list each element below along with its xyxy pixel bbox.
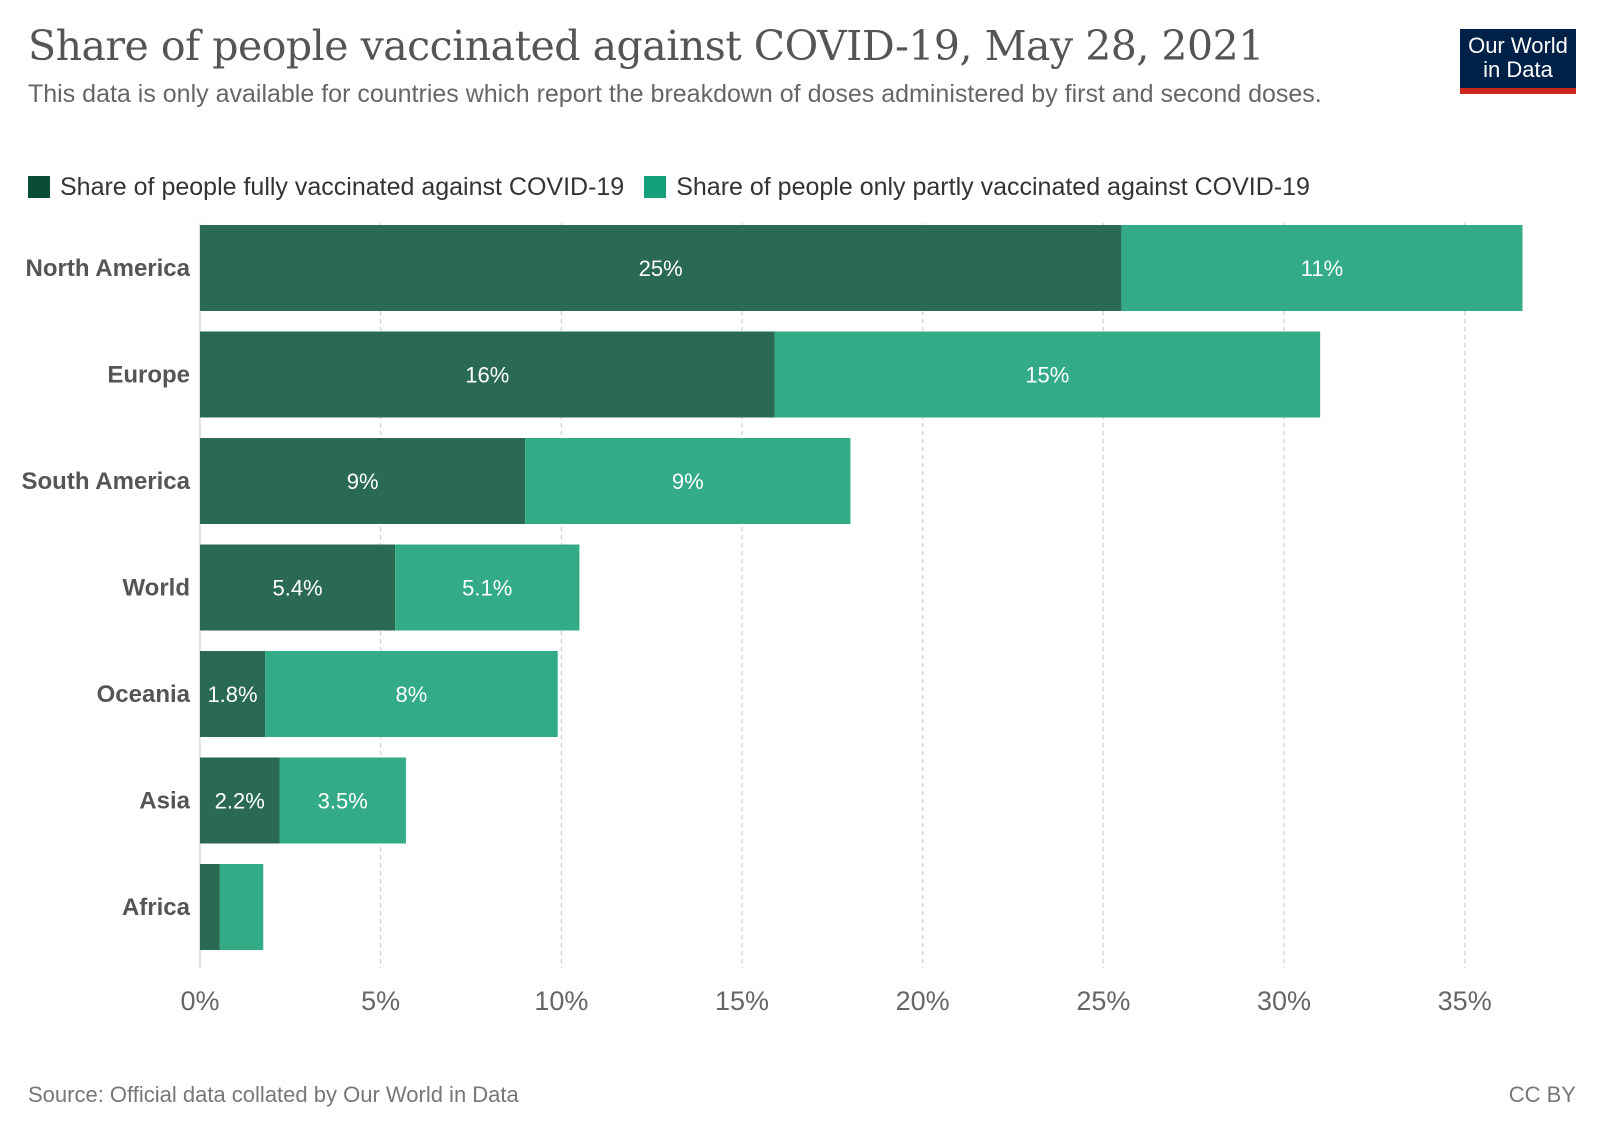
logo-line-1: Our World (1468, 33, 1568, 58)
category-label: North America (26, 255, 191, 282)
bar-partly-vaccinated[interactable] (525, 438, 851, 524)
category-label: Oceania (97, 681, 191, 708)
x-tick-label: 10% (534, 986, 588, 1016)
bar-partly-vaccinated[interactable] (395, 544, 580, 631)
legend-label-fully: Share of people fully vaccinated against… (60, 172, 625, 201)
bars: 25% 11% 16% 15% 9% 9% 5.4% 5.1% 1.8% 8% 2.2% 3.5% (200, 225, 1523, 950)
x-tick-label: 30% (1257, 986, 1311, 1016)
bar-fully-vaccinated[interactable] (200, 757, 280, 844)
bar-value-label: 16% (465, 363, 509, 388)
x-tick-label: 35% (1438, 986, 1492, 1016)
category-label: Europe (107, 362, 190, 389)
bar-value-label: 5.4% (272, 576, 322, 601)
x-tick-label: 5% (361, 986, 400, 1016)
category-labels: North America Europe South America World Oce… (22, 255, 191, 921)
bar-value-label: 1.8% (207, 682, 257, 707)
bar-value-label: 15% (1025, 363, 1069, 388)
bar-partly-vaccinated[interactable] (1121, 225, 1523, 311)
legend-label-partly: Share of people only partly vaccinated a… (676, 172, 1310, 201)
bar-value-label: 2.2% (215, 789, 265, 814)
bar-fully-vaccinated[interactable] (200, 864, 220, 950)
bar-partly-vaccinated[interactable] (219, 864, 264, 950)
legend-item-fully[interactable]: Share of people fully vaccinated against… (28, 173, 624, 202)
legend-swatch-partly (644, 176, 667, 198)
bar-partly-vaccinated[interactable] (265, 651, 558, 737)
category-label: South America (22, 468, 191, 495)
legend: Share of people fully vaccinated against… (28, 170, 1330, 204)
x-tick-label: 0% (180, 986, 219, 1016)
owid-logo[interactable]: Our World in Data (1460, 29, 1576, 94)
x-axis-tick-labels: 0% 5% 10% 15% 20% 25% 30% 35% (180, 986, 1491, 1016)
bar-fully-vaccinated[interactable] (200, 225, 1122, 311)
legend-item-partly[interactable]: Share of people only partly vaccinated a… (644, 173, 1310, 202)
bar-fully-vaccinated[interactable] (200, 544, 396, 631)
bar-fully-vaccinated[interactable] (200, 651, 266, 737)
x-tick-label: 20% (896, 986, 950, 1016)
bar-partly-vaccinated[interactable] (774, 331, 1321, 418)
bar-fully-vaccinated[interactable] (200, 438, 526, 524)
chart-subtitle: This data is only available for countrie… (28, 80, 1322, 108)
category-label: World (122, 575, 190, 602)
bar-value-label: 5.1% (462, 576, 512, 601)
source-note[interactable]: Source: Official data collated by Our Wo… (28, 1082, 519, 1107)
category-label: Asia (139, 788, 190, 815)
x-tick-label: 15% (715, 986, 769, 1016)
category-label: Africa (122, 894, 191, 921)
legend-swatch-fully (28, 176, 50, 198)
bar-fully-vaccinated[interactable] (200, 331, 775, 418)
x-tick-label: 25% (1076, 986, 1130, 1016)
bar-value-label: 25% (639, 256, 683, 281)
bar-value-label: 9% (347, 469, 379, 494)
bar-value-label: 8% (395, 682, 427, 707)
logo-line-2: in Data (1483, 57, 1553, 82)
bar-value-label: 3.5% (318, 789, 368, 814)
license-note[interactable]: CC BY (1508, 1082, 1576, 1107)
bar-value-label: 11% (1301, 256, 1343, 281)
bar-chart: 25% 11% 16% 15% 9% 9% 5.4% 5.1% 1.8% 8% 2.2% 3.5% N… (22, 223, 1523, 1016)
bar-partly-vaccinated[interactable] (279, 757, 406, 844)
bar-value-label: 9% (672, 469, 704, 494)
chart-title: Share of people vaccinated against COVID… (28, 22, 1264, 70)
